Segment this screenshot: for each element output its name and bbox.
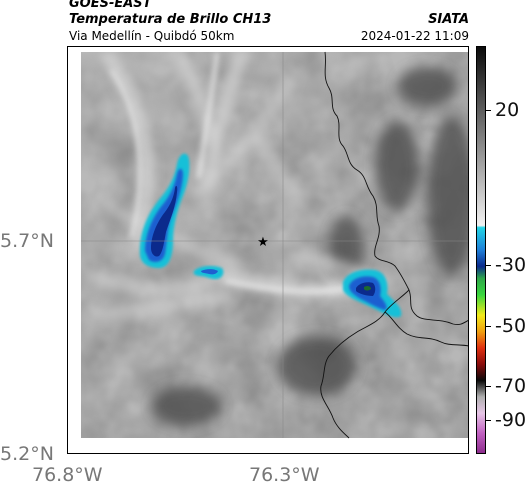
convective-cell-west xyxy=(139,153,190,268)
satellite-title: GOES-EAST xyxy=(69,0,152,11)
colorbar-tick-neg30: -30 xyxy=(495,254,526,276)
lat-label-5-7: 5.7°N xyxy=(0,230,54,252)
colorbar-tick-20: 20 xyxy=(495,99,520,121)
lon-label-76-8: 76.8°W xyxy=(32,464,103,486)
colorbar-tick-neg50: -50 xyxy=(495,315,526,337)
org-label: SIATA xyxy=(428,12,469,27)
route-label: Via Medellín - Quibdó 50km xyxy=(69,29,235,43)
product-title: Temperatura de Brillo CH13 xyxy=(69,12,272,27)
satellite-map: ★ xyxy=(67,46,469,454)
colorbar-tick-neg70: -70 xyxy=(495,375,526,397)
colorbar xyxy=(476,46,486,454)
star-icon: ★ xyxy=(257,235,269,250)
lat-label-5-2: 5.2°N xyxy=(0,443,54,465)
colorbar-tick-neg90: -90 xyxy=(495,409,526,431)
convective-cell-small xyxy=(193,265,224,280)
timestamp-label: 2024-01-22 11:09 xyxy=(360,29,469,43)
border-lines xyxy=(320,51,469,439)
convective-cell-east xyxy=(343,269,402,318)
lon-label-76-3: 76.3°W xyxy=(249,464,320,486)
